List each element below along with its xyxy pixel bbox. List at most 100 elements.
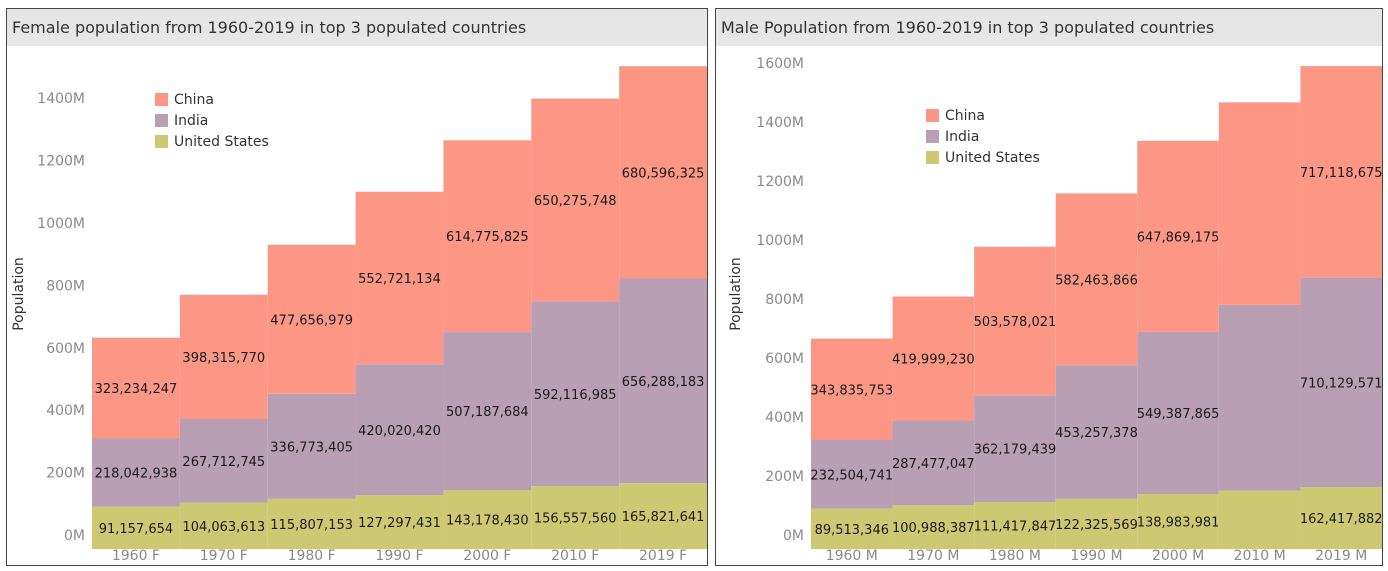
female-bar-united-states[interactable]	[619, 483, 707, 549]
female-bar-china[interactable]	[531, 98, 620, 302]
male-bar-china[interactable]	[1300, 66, 1382, 278]
female-data-label: 398,315,770	[182, 351, 265, 366]
female-data-label: 115,807,153	[270, 518, 353, 533]
female-ytick-label: 200M	[46, 466, 85, 482]
male-bar-united-states[interactable]	[1055, 498, 1138, 549]
male-x-tick-label: 1980 M	[989, 548, 1041, 564]
female-x-tick-label: 2019 F	[639, 548, 687, 564]
male-data-label: 647,869,175	[1137, 230, 1220, 245]
male-ytick-label: 200M	[765, 469, 804, 485]
male-data-label: 419,999,230	[892, 352, 975, 367]
male-ytick-label: 400M	[765, 410, 804, 426]
female-x-tick-label: 1980 F	[288, 548, 336, 564]
male-bar-united-states[interactable]	[1218, 490, 1301, 549]
female-legend-label: China	[174, 92, 214, 108]
female-bar-united-states[interactable]	[355, 495, 444, 549]
male-bar-india[interactable]	[1055, 365, 1138, 499]
female-data-label: 104,063,613	[182, 520, 265, 535]
female-legend-label: United States	[174, 134, 269, 150]
female-bar-china[interactable]	[267, 244, 356, 394]
female-ytick-label: 1200M	[37, 154, 85, 170]
female-bar-india[interactable]	[179, 419, 268, 503]
female-bar-united-states[interactable]	[531, 486, 620, 549]
male-data-label: 232,504,741	[810, 468, 893, 483]
female-x-tick-label: 1960 F	[112, 548, 160, 564]
male-x-tick-label: 1990 M	[1070, 548, 1122, 564]
female-bar-united-states[interactable]	[179, 502, 268, 549]
female-y-axis-title: Population	[11, 257, 27, 331]
male-data-label: 710,129,571	[1300, 376, 1382, 391]
female-data-label: 507,187,684	[446, 405, 529, 420]
female-data-label: 552,721,134	[358, 272, 441, 287]
male-legend-swatch	[926, 130, 939, 143]
male-x-tick-label: 1960 M	[826, 548, 878, 564]
male-bar-india[interactable]	[974, 395, 1056, 503]
male-ytick-label: 1000M	[756, 233, 804, 249]
female-legend-swatch	[155, 93, 168, 106]
female-bar-india[interactable]	[443, 332, 532, 491]
male-bar-china[interactable]	[1218, 102, 1301, 305]
female-data-label: 680,596,325	[622, 166, 705, 181]
male-bar-china[interactable]	[974, 246, 1056, 396]
female-chart-panel: Female population from 1960-2019 in top …	[6, 8, 708, 566]
male-bar-china[interactable]	[811, 338, 893, 441]
female-data-label: 127,297,431	[358, 516, 441, 531]
male-x-tick-label: 2000 M	[1152, 548, 1204, 564]
male-bar-india[interactable]	[1300, 277, 1382, 488]
female-bar-china[interactable]	[179, 294, 268, 420]
female-legend-swatch	[155, 114, 168, 127]
female-bar-india[interactable]	[267, 393, 356, 499]
male-ytick-label: 0M	[783, 528, 804, 544]
male-chart-svg[interactable]: 0M 200M 400M 600M 800M 1000M 1200M 1400M 1600M Po…	[716, 9, 1382, 565]
male-bar-china[interactable]	[1137, 140, 1219, 332]
male-legend-swatch	[926, 109, 939, 122]
male-chart-title: Male Population from 1960-2019 in top 3 …	[716, 9, 1382, 46]
male-bar-china[interactable]	[1055, 193, 1138, 366]
female-chart-svg[interactable]: 0M 200M 400M 600M 800M 1000M 1200M 1400M Populat…	[7, 9, 707, 565]
female-ytick-label: 0M	[64, 528, 85, 544]
female-x-tick-label: 1970 F	[200, 548, 248, 564]
female-bar-united-states[interactable]	[443, 490, 532, 549]
female-x-tick-label: 1990 F	[375, 548, 423, 564]
male-bar-india[interactable]	[1137, 331, 1219, 494]
male-data-label: 138,983,981	[1137, 515, 1220, 530]
male-bar-united-states[interactable]	[811, 508, 893, 549]
male-x-tick-label: 2019 M	[1315, 548, 1367, 564]
male-bar-india[interactable]	[1218, 304, 1301, 491]
female-data-label: 91,157,654	[99, 522, 173, 537]
female-bar-india[interactable]	[355, 364, 444, 496]
male-y-axis-title: Population	[728, 257, 744, 331]
female-bar-united-states[interactable]	[92, 506, 180, 549]
female-data-label: 420,020,420	[358, 424, 441, 439]
female-ytick-label: 1400M	[37, 91, 85, 107]
female-bar-china[interactable]	[355, 191, 444, 365]
female-data-label: 477,656,979	[270, 313, 353, 328]
male-data-label: 89,513,346	[815, 523, 889, 538]
male-bar-india[interactable]	[892, 420, 975, 506]
male-bar-united-states[interactable]	[1137, 493, 1219, 549]
male-data-label: 582,463,866	[1055, 273, 1138, 288]
male-bar-united-states[interactable]	[1300, 487, 1382, 549]
male-data-label: 287,477,047	[892, 457, 975, 472]
male-chart-panel: Male Population from 1960-2019 in top 3 …	[715, 8, 1383, 566]
female-bar-united-states[interactable]	[267, 498, 356, 549]
male-bar-united-states[interactable]	[974, 502, 1056, 549]
female-bar-india[interactable]	[531, 301, 620, 487]
male-ytick-label: 1400M	[756, 115, 804, 131]
female-ytick-label: 600M	[46, 341, 85, 357]
male-bar-united-states[interactable]	[892, 505, 975, 549]
female-data-label: 218,042,938	[95, 467, 178, 482]
female-bar-india[interactable]	[619, 278, 707, 484]
female-bar-china[interactable]	[619, 66, 707, 279]
male-bar-china[interactable]	[892, 296, 975, 421]
male-bar-india[interactable]	[811, 440, 893, 509]
female-data-label: 614,775,825	[446, 230, 529, 245]
female-bar-china[interactable]	[443, 140, 532, 333]
female-data-label: 323,234,247	[95, 382, 178, 397]
male-ytick-label: 800M	[765, 292, 804, 308]
female-legend-swatch	[155, 135, 168, 148]
male-legend-label: China	[945, 108, 985, 124]
female-bar-china[interactable]	[92, 337, 180, 439]
female-x-tick-label: 2010 F	[551, 548, 599, 564]
female-bar-india[interactable]	[92, 438, 180, 507]
